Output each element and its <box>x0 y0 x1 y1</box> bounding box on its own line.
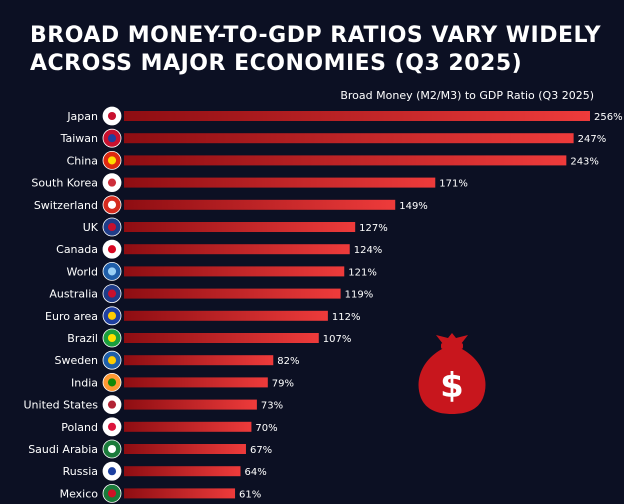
country-flag-icon <box>102 106 122 126</box>
value-label: 243% <box>570 156 599 167</box>
category-label: World <box>66 265 98 278</box>
category-label: Saudi Arabia <box>28 443 98 456</box>
country-flag-icon <box>102 306 122 326</box>
category-label: Mexico <box>60 487 99 500</box>
value-label: 124% <box>354 245 383 256</box>
country-flag-icon <box>102 350 122 370</box>
value-label: 149% <box>399 201 428 212</box>
country-flag-icon <box>102 173 122 193</box>
country-flag-icon <box>102 261 122 281</box>
category-label: India <box>71 376 98 389</box>
bar <box>124 266 345 277</box>
bar <box>124 199 396 210</box>
value-label: 127% <box>359 223 388 234</box>
country-flag-icon <box>102 217 122 237</box>
country-flag-icon <box>102 195 122 215</box>
bar <box>124 488 236 499</box>
category-label: Sweden <box>55 354 98 367</box>
category-label: United States <box>24 399 99 412</box>
value-label: 119% <box>345 290 374 301</box>
category-label: Switzerland <box>34 199 98 212</box>
value-label: 70% <box>255 423 277 434</box>
value-label: 82% <box>277 356 299 367</box>
bar <box>124 310 328 321</box>
category-label: Euro area <box>45 310 98 323</box>
chart-title: BROAD MONEY-TO-GDP RATIOS VARY WIDELY AC… <box>30 22 610 78</box>
category-label: Taiwan <box>60 132 98 145</box>
category-label: Japan <box>66 110 98 123</box>
country-flag-icon <box>102 395 122 415</box>
bar <box>124 355 274 366</box>
bar <box>124 111 590 121</box>
value-label: 171% <box>439 179 468 190</box>
chart-subtitle: Broad Money (M2/M3) to GDP Ratio (Q3 202… <box>340 89 594 102</box>
value-label: 121% <box>348 267 377 278</box>
value-label: 61% <box>239 489 261 500</box>
bar <box>124 177 436 188</box>
country-flag-icon <box>102 239 122 259</box>
country-flag-icon <box>102 417 122 437</box>
title-line-1: BROAD MONEY-TO-GDP RATIOS VARY WIDELY <box>30 23 602 48</box>
country-flag-icon <box>102 328 122 348</box>
country-flag-icon <box>102 150 122 170</box>
country-flag-icon <box>102 483 122 503</box>
bar <box>124 421 252 432</box>
category-label: Brazil <box>67 332 98 345</box>
category-label: Canada <box>56 243 98 256</box>
bar <box>124 155 567 166</box>
value-label: 64% <box>245 467 267 478</box>
value-label: 247% <box>578 134 607 145</box>
money-bag-icon: $ <box>418 333 486 414</box>
category-label: Australia <box>49 288 98 301</box>
value-label: 73% <box>261 401 283 412</box>
bar <box>124 244 350 255</box>
category-label: Russia <box>63 465 98 478</box>
bar <box>124 288 341 299</box>
bar <box>124 466 241 477</box>
category-label: Poland <box>61 421 98 434</box>
country-flag-icon <box>102 128 122 148</box>
country-flag-icon <box>102 372 122 392</box>
bar <box>124 399 257 410</box>
value-label: 67% <box>250 445 272 456</box>
category-label: South Korea <box>31 177 98 190</box>
country-flag-icon <box>102 439 122 459</box>
bar <box>124 333 319 343</box>
bar <box>124 377 268 388</box>
value-label: 79% <box>272 378 294 389</box>
bar <box>124 133 574 144</box>
value-label: 112% <box>332 312 361 323</box>
category-label: UK <box>83 221 99 234</box>
value-label: 256% <box>594 112 623 123</box>
title-line-2: ACROSS MAJOR ECONOMIES (Q3 2025) <box>30 51 523 76</box>
bar <box>124 222 356 232</box>
country-flag-icon <box>102 461 122 481</box>
value-label: 107% <box>323 334 352 345</box>
country-flag-icon <box>102 284 122 304</box>
category-label: China <box>67 154 98 167</box>
svg-text:$: $ <box>440 366 464 406</box>
bar <box>124 444 246 454</box>
